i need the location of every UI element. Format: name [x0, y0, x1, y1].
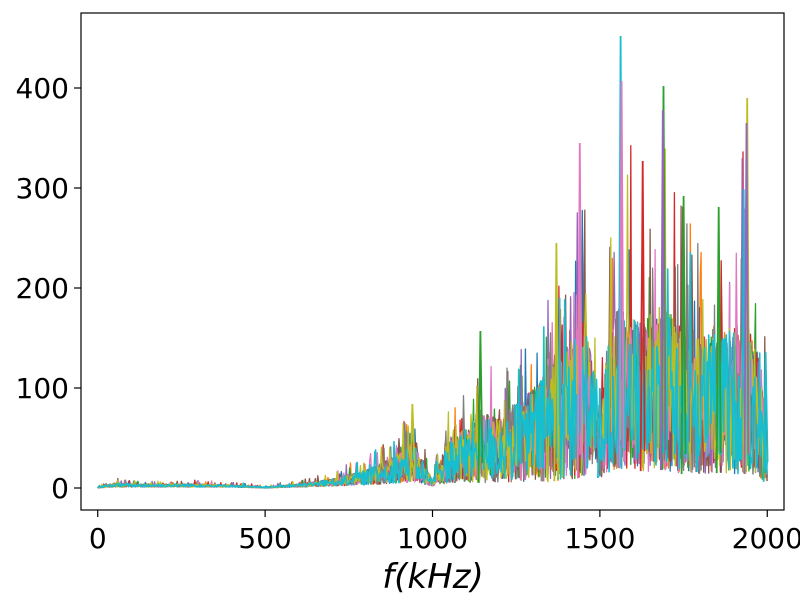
peak-spike — [618, 80, 625, 469]
y-tick-label: 300 — [16, 172, 69, 205]
x-tick-label: 2000 — [732, 522, 800, 555]
peak-spike — [553, 242, 560, 482]
y-tick-label: 400 — [16, 72, 69, 105]
x-axis-ticks: 0 500 1000 1500 2000 — [89, 510, 800, 555]
peak-spike — [576, 142, 583, 479]
x-axis-label: f(kHz) — [382, 557, 484, 597]
peak-spike — [659, 109, 666, 471]
peak-spike — [715, 206, 722, 474]
y-tick-label: 200 — [16, 272, 69, 305]
peak-spike — [639, 160, 646, 472]
x-tick-label: 0 — [89, 522, 107, 555]
peak-spike — [597, 387, 603, 479]
peak-spike — [680, 195, 687, 475]
peak-spike — [477, 330, 484, 484]
y-tick-label: 0 — [51, 472, 69, 505]
peak-spike — [743, 122, 750, 475]
x-tick-label: 500 — [238, 522, 291, 555]
series-line — [97, 188, 769, 489]
peak-spike — [617, 35, 624, 469]
y-axis-ticks: 0 100 200 300 400 — [16, 72, 81, 505]
x-tick-label: 1000 — [397, 522, 468, 555]
y-tick-label: 100 — [16, 372, 69, 405]
peak-spike — [762, 351, 769, 482]
peak-spike — [409, 403, 416, 483]
x-tick-label: 1500 — [564, 522, 635, 555]
series-layer — [97, 35, 769, 489]
